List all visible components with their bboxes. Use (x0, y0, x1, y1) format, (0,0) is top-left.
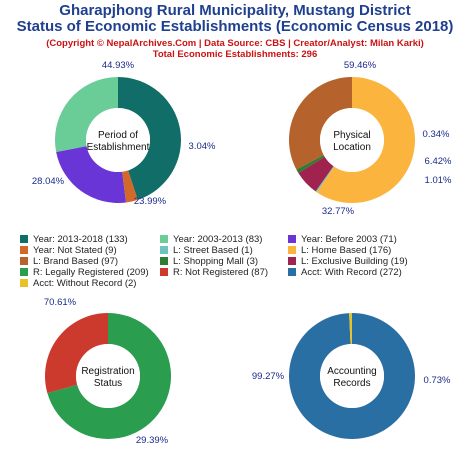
chart-title-line1: Gharapjhong Rural Municipality, Mustang … (59, 2, 411, 19)
slice-l-street-based (315, 166, 335, 193)
legend-swatch (20, 235, 28, 243)
legend-swatch (160, 268, 168, 276)
legend-swatch (20, 246, 28, 254)
legend-label: L: Shopping Mall (3) (173, 256, 259, 267)
slice-r-legally-registered (47, 313, 172, 440)
legend-label: Acct: Without Record (2) (33, 278, 137, 289)
legend-item: L: Street Based (1) (160, 245, 253, 256)
slice-percent-label: 70.61% (44, 297, 77, 308)
legend-swatch (160, 246, 168, 254)
legend-item: Year: 2013-2018 (133) (20, 234, 128, 245)
legend-item: Acct: Without Record (2) (20, 278, 136, 289)
legend-item: L: Brand Based (97) (20, 256, 118, 267)
slice-percent-label: 28.04% (32, 176, 65, 187)
slice-l-home-based (316, 77, 416, 203)
legend-item: Year: Not Stated (9) (20, 245, 117, 256)
donut-hole (86, 108, 150, 172)
legend-label: Year: 2003-2013 (83) (173, 234, 263, 245)
slice-r-not-registered (44, 313, 108, 394)
slice-year-2003-2013 (55, 77, 118, 152)
center-label: Accounting (327, 366, 376, 377)
slice-percent-label: 1.01% (425, 175, 452, 186)
legend-item: L: Home Based (176) (288, 245, 391, 256)
slice-l-exclusive-building (298, 156, 334, 192)
legend-item: L: Exclusive Building (19) (288, 256, 408, 267)
legend-item: Acct: With Record (272) (288, 267, 402, 278)
total-establishments: Total Economic Establishments: 296 (152, 49, 318, 60)
legend-label: L: Home Based (176) (301, 245, 392, 256)
legend-label: Acct: With Record (272) (301, 267, 402, 278)
donut-hole (76, 344, 140, 408)
slice-year-not-stated (122, 170, 138, 203)
legend-swatch (20, 279, 28, 287)
legend-swatch (20, 268, 28, 276)
donut-hole (320, 108, 384, 172)
center-label: Physical (333, 130, 370, 141)
slice-l-shopping-mall (296, 155, 325, 174)
legend-swatch (160, 235, 168, 243)
center-label: Registration (81, 366, 134, 377)
center-label: Period of (98, 130, 138, 141)
chart-title-line2: Status of Economic Establishments (Econo… (16, 18, 454, 35)
legend-label: R: Not Registered (87) (173, 267, 269, 278)
legend-label: Year: 2013-2018 (133) (33, 234, 128, 245)
legend-item: R: Not Registered (87) (160, 267, 268, 278)
slice-percent-label: 59.46% (344, 60, 377, 71)
slice-percent-label: 32.77% (322, 206, 355, 217)
legend-item: Year: Before 2003 (71) (288, 234, 397, 245)
slice-percent-label: 44.93% (102, 60, 135, 71)
slice-percent-label: 6.42% (425, 156, 452, 167)
slice-acct-without-record (349, 313, 352, 345)
legend-swatch (288, 257, 296, 265)
slice-l-brand-based (289, 77, 352, 170)
donut-hole (320, 344, 384, 408)
legend-item: L: Shopping Mall (3) (160, 256, 258, 267)
legend-label: L: Street Based (1) (173, 245, 253, 256)
donut-chart-2: 59.46% 0.34% 6.42% 1.01% 32.77% PhysicalLocat… (289, 60, 452, 217)
slice-year-before-2003 (56, 146, 127, 203)
slice-percent-label: 29.39% (136, 435, 169, 446)
center-label: Location (333, 142, 371, 153)
legend-item: Year: 2003-2013 (83) (160, 234, 262, 245)
center-label: Records (333, 378, 370, 389)
slice-percent-label: 99.27% (252, 371, 285, 382)
legend-label: L: Exclusive Building (19) (301, 256, 408, 267)
slice-percent-label: 0.73% (424, 375, 451, 386)
legend-item: R: Legally Registered (209) (20, 267, 149, 278)
legend-swatch (288, 235, 296, 243)
legend-label: Year: Not Stated (9) (33, 245, 117, 256)
legend-label: Year: Before 2003 (71) (301, 234, 397, 245)
legend-swatch (288, 268, 296, 276)
copyright-note: (Copyright © NepalArchives.Com | Data So… (46, 38, 424, 49)
donut-chart-1: 44.93% 3.04% 23.99% 28.04% Period ofEstablis… (32, 60, 216, 207)
slice-acct-with-record (289, 313, 416, 440)
slice-percent-label: 23.99% (134, 196, 167, 207)
legend-label: L: Brand Based (97) (33, 256, 119, 267)
slice-year-2013-2018 (118, 77, 182, 200)
center-label: Status (94, 378, 122, 389)
center-label: Establishment (87, 142, 150, 153)
legend-swatch (288, 246, 296, 254)
legend-swatch (160, 257, 168, 265)
legend-label: R: Legally Registered (209) (33, 267, 149, 278)
slice-percent-label: 0.34% (423, 129, 450, 140)
legend-swatch (20, 257, 28, 265)
slice-percent-label: 3.04% (189, 141, 216, 152)
